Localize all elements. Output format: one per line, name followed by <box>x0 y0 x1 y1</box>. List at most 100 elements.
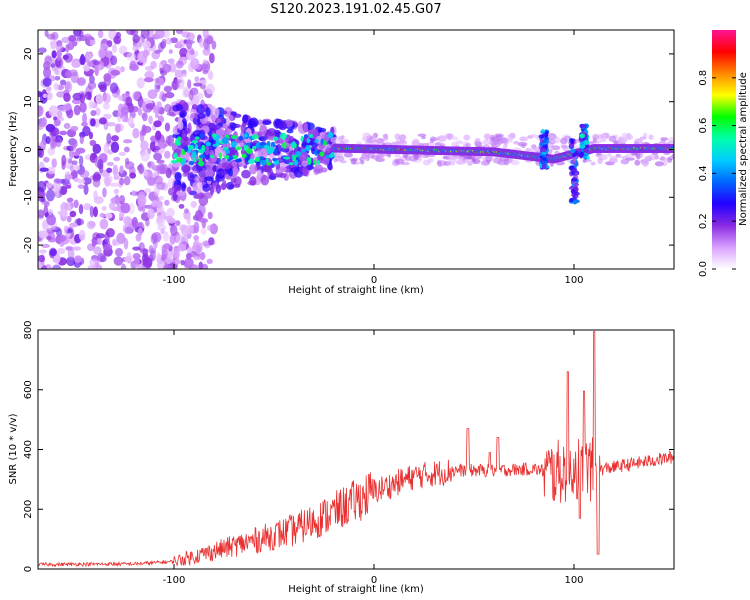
spectrogram-blob <box>84 91 92 100</box>
spectrogram-blob <box>101 205 107 211</box>
x-tick-label: 100 <box>564 275 583 286</box>
spectrogram-blob <box>188 89 194 101</box>
spectrogram-blob <box>176 141 181 146</box>
spectrogram-blob <box>153 120 162 128</box>
spectrogram-blob <box>65 246 73 251</box>
spectrogram-blob <box>103 143 110 154</box>
spectrogram-blob <box>164 199 170 206</box>
spectrogram-blob <box>306 157 312 162</box>
spectrogram-blob <box>142 49 149 59</box>
colorbar-gradient <box>712 30 736 269</box>
spectrogram-blob <box>119 165 124 174</box>
spectrogram-blob <box>496 134 503 138</box>
spectrogram-blob <box>427 158 434 163</box>
spectrogram-blob <box>573 182 579 187</box>
spectrogram-blob <box>141 124 147 136</box>
spectrogram-blob <box>291 141 296 148</box>
spectrogram-blob <box>590 161 596 166</box>
spectrogram-blob <box>129 64 139 72</box>
spectrogram-blob <box>583 152 590 157</box>
spectrogram-blob <box>507 133 516 140</box>
spectrogram-blob <box>153 145 161 151</box>
spectrogram-blob <box>230 177 237 184</box>
spectrogram-blob <box>213 124 221 131</box>
spectrogram-blob <box>202 183 211 192</box>
spectrogram-blob <box>306 138 310 144</box>
spectrogram-blob <box>62 54 69 60</box>
spectrogram-blob <box>119 177 125 186</box>
spectrogram-blob <box>571 177 578 182</box>
spectrogram-blob <box>660 155 666 161</box>
spectrogram-blob <box>259 156 265 160</box>
spectrogram-blob <box>279 172 287 179</box>
spectrogram-blob <box>72 246 82 251</box>
spectrogram-blob <box>162 63 172 73</box>
spectrogram-blob <box>259 124 268 135</box>
spectrogram-blob <box>167 187 174 196</box>
spectrogram-blob <box>137 107 143 116</box>
spectrogram-blob <box>102 243 113 251</box>
spectrogram-blob <box>230 141 238 148</box>
spectrogram-blob <box>227 168 233 177</box>
spectrogram-blob <box>112 241 121 246</box>
spectrogram-blob <box>113 256 124 266</box>
spectrogram-blob <box>170 159 178 164</box>
spectrogram-blob <box>597 157 603 165</box>
spectrogram-blob <box>123 139 133 144</box>
spectrogram-blob <box>259 159 267 166</box>
spectrogram-blob <box>455 140 463 145</box>
spectrogram-blob <box>474 137 481 144</box>
spectrogram-blob <box>145 102 156 110</box>
spectrogram-blob <box>269 172 276 180</box>
spectrogram-blob <box>113 188 120 195</box>
spectrogram-blob <box>224 149 230 155</box>
spectrogram-blob <box>654 161 664 167</box>
spectrogram-blob <box>142 40 152 49</box>
spectrogram-blob <box>208 52 215 64</box>
spectrogram-blob <box>634 138 643 145</box>
spectrogram-blob <box>40 139 47 150</box>
spectrogram-blob <box>254 157 261 162</box>
colorbar-tick-label: 0.8 <box>698 70 709 86</box>
spectrogram-blob <box>308 134 314 138</box>
spectrogram-blob <box>73 164 80 171</box>
spectrogram-blob <box>174 258 181 265</box>
spectrogram-blob <box>90 110 97 117</box>
spectrogram-blob <box>660 137 669 141</box>
spectrogram-blob <box>150 60 157 69</box>
spectrogram-blob <box>103 113 112 120</box>
spectrogram-blob <box>372 132 379 139</box>
spectrogram-blob <box>68 158 73 164</box>
spectrogram-blob <box>43 156 50 163</box>
spectrogram-blob <box>198 217 209 224</box>
spectrogram-blob <box>215 184 222 194</box>
spectrogram-blob <box>38 255 46 263</box>
spectrogram-blob <box>78 204 84 215</box>
spectrogram-blob <box>123 216 132 226</box>
spectrogram-blob <box>222 162 232 170</box>
spectrogram-blob <box>140 150 150 162</box>
spectrogram-blob <box>609 161 615 166</box>
spectrogram-blob <box>64 174 73 180</box>
spectrogram-blob <box>118 151 127 156</box>
spectrogram-blob <box>588 141 594 145</box>
spectrogram-blob <box>205 107 211 117</box>
spectrogram-blob <box>339 138 350 144</box>
y-tick-label: 0 <box>23 146 34 152</box>
colorbar-tick-label: 0.0 <box>698 261 709 277</box>
spectrogram-blob <box>193 82 203 87</box>
spectrogram-blob <box>199 154 206 159</box>
spectrogram-blob <box>394 140 404 145</box>
spectrogram-blob <box>192 157 197 163</box>
spectrogram-blob <box>83 203 92 211</box>
spectrogram-blob <box>316 160 321 165</box>
spectrogram-blob <box>582 158 587 164</box>
spectrogram-blob <box>211 40 217 50</box>
spectrogram-blob <box>156 163 166 175</box>
spectrogram-blob <box>294 151 302 157</box>
spectrogram-blob <box>116 232 126 245</box>
spectrogram-blob <box>205 161 214 169</box>
spectrogram-blob <box>617 136 628 144</box>
spectrogram-blob <box>286 129 294 134</box>
spectrogram-blob <box>244 133 248 138</box>
